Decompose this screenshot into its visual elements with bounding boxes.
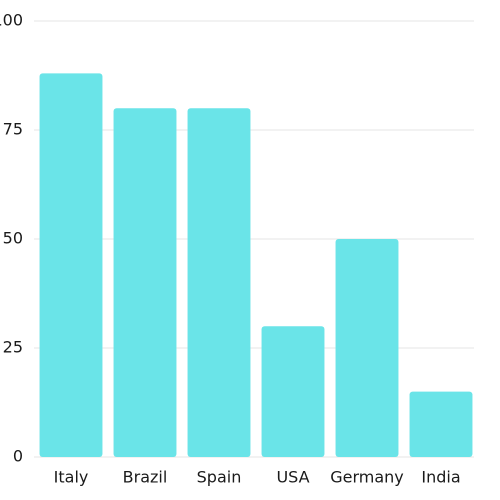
- bar: [113, 108, 177, 457]
- x-tick-label: India: [421, 468, 460, 487]
- x-tick-label: Germany: [330, 468, 404, 487]
- x-tick-label: USA: [276, 468, 309, 487]
- bar: [409, 391, 473, 457]
- x-tick-label: Brazil: [123, 468, 168, 487]
- y-tick-label: 100: [0, 11, 23, 30]
- bar: [39, 73, 103, 457]
- x-tick-label: Spain: [197, 468, 242, 487]
- bar: [335, 239, 399, 457]
- y-tick-label: 50: [3, 229, 23, 248]
- x-tick-label: Italy: [54, 468, 89, 487]
- bar: [187, 108, 251, 457]
- y-tick-label: 0: [13, 447, 23, 466]
- y-tick-label: 25: [3, 338, 23, 357]
- bar: [261, 326, 325, 457]
- y-tick-label: 75: [3, 120, 23, 139]
